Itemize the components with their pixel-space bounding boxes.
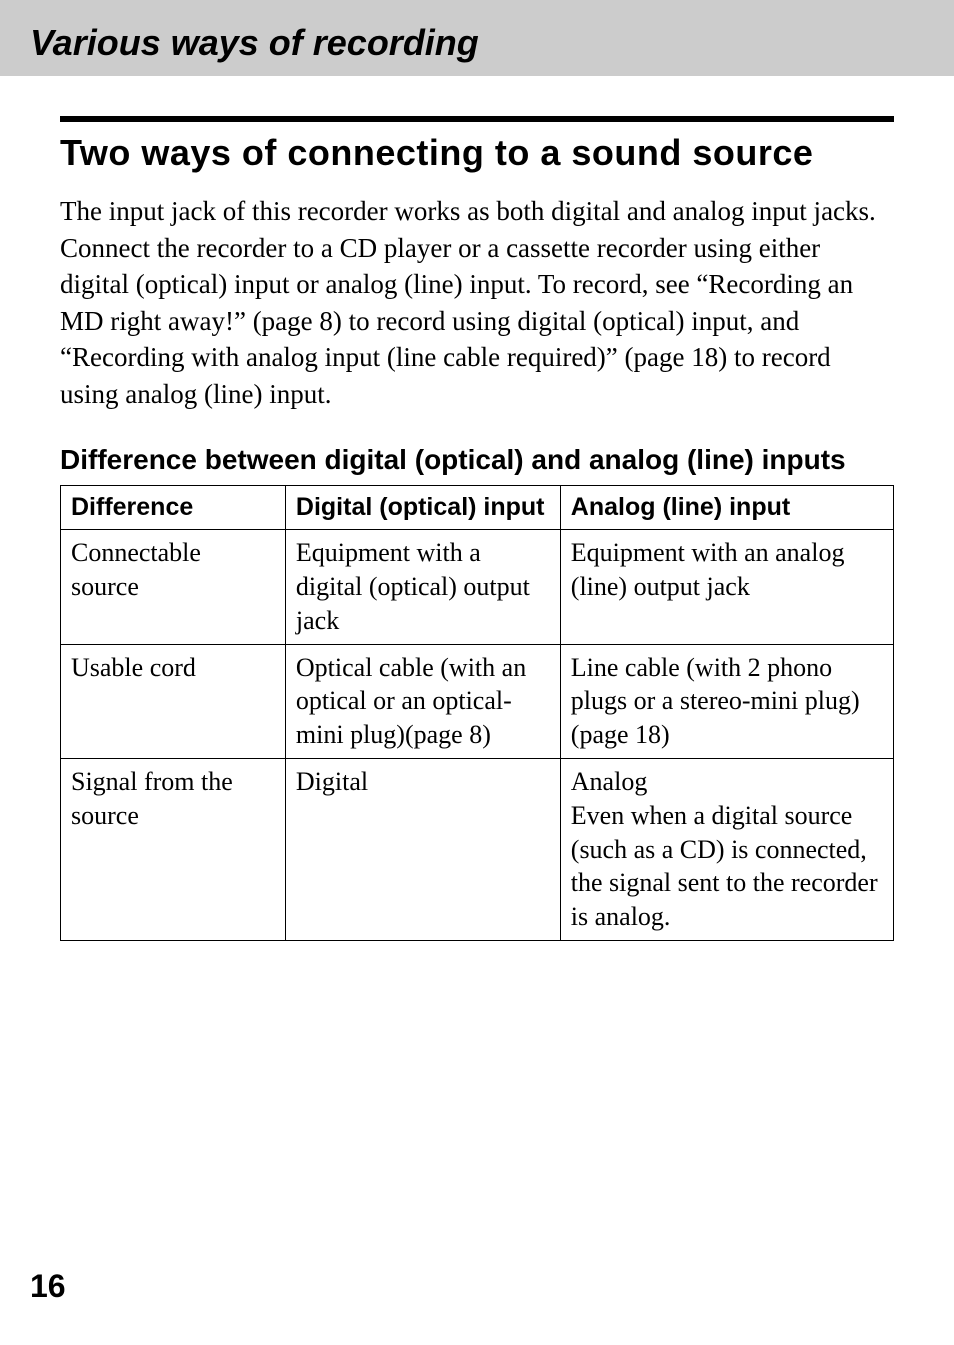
- cell-analog: Line cable (with 2 phono plugs or a ster…: [560, 644, 893, 758]
- row-label: Connectable source: [61, 530, 286, 644]
- heading-rule: [60, 116, 894, 122]
- table-header-difference: Difference: [61, 486, 286, 530]
- table-header-row: Difference Digital (optical) input Analo…: [61, 486, 894, 530]
- cell-analog: AnalogEven when a digital source (such a…: [560, 759, 893, 941]
- sub-heading: Difference between digital (optical) and…: [60, 442, 894, 477]
- cell-analog: Equipment with an analog (line) output j…: [560, 530, 893, 644]
- table-row: Connectable source Equipment with a digi…: [61, 530, 894, 644]
- section-header-bar: Various ways of recording: [0, 0, 954, 76]
- section-title: Various ways of recording: [30, 22, 924, 64]
- row-label: Usable cord: [61, 644, 286, 758]
- table-header-analog: Analog (line) input: [560, 486, 893, 530]
- comparison-table: Difference Digital (optical) input Analo…: [60, 485, 894, 941]
- intro-paragraph: The input jack of this recorder works as…: [60, 193, 894, 412]
- content-area: Two ways of connecting to a sound source…: [0, 116, 954, 941]
- page-number: 16: [30, 1268, 66, 1305]
- cell-digital: Digital: [285, 759, 560, 941]
- cell-digital: Equipment with a digital (optical) outpu…: [285, 530, 560, 644]
- row-label: Signal from the source: [61, 759, 286, 941]
- table-header-digital: Digital (optical) input: [285, 486, 560, 530]
- table-row: Usable cord Optical cable (with an optic…: [61, 644, 894, 758]
- table-row: Signal from the source Digital AnalogEve…: [61, 759, 894, 941]
- cell-digital: Optical cable (with an optical or an opt…: [285, 644, 560, 758]
- main-heading: Two ways of connecting to a sound source: [60, 132, 894, 173]
